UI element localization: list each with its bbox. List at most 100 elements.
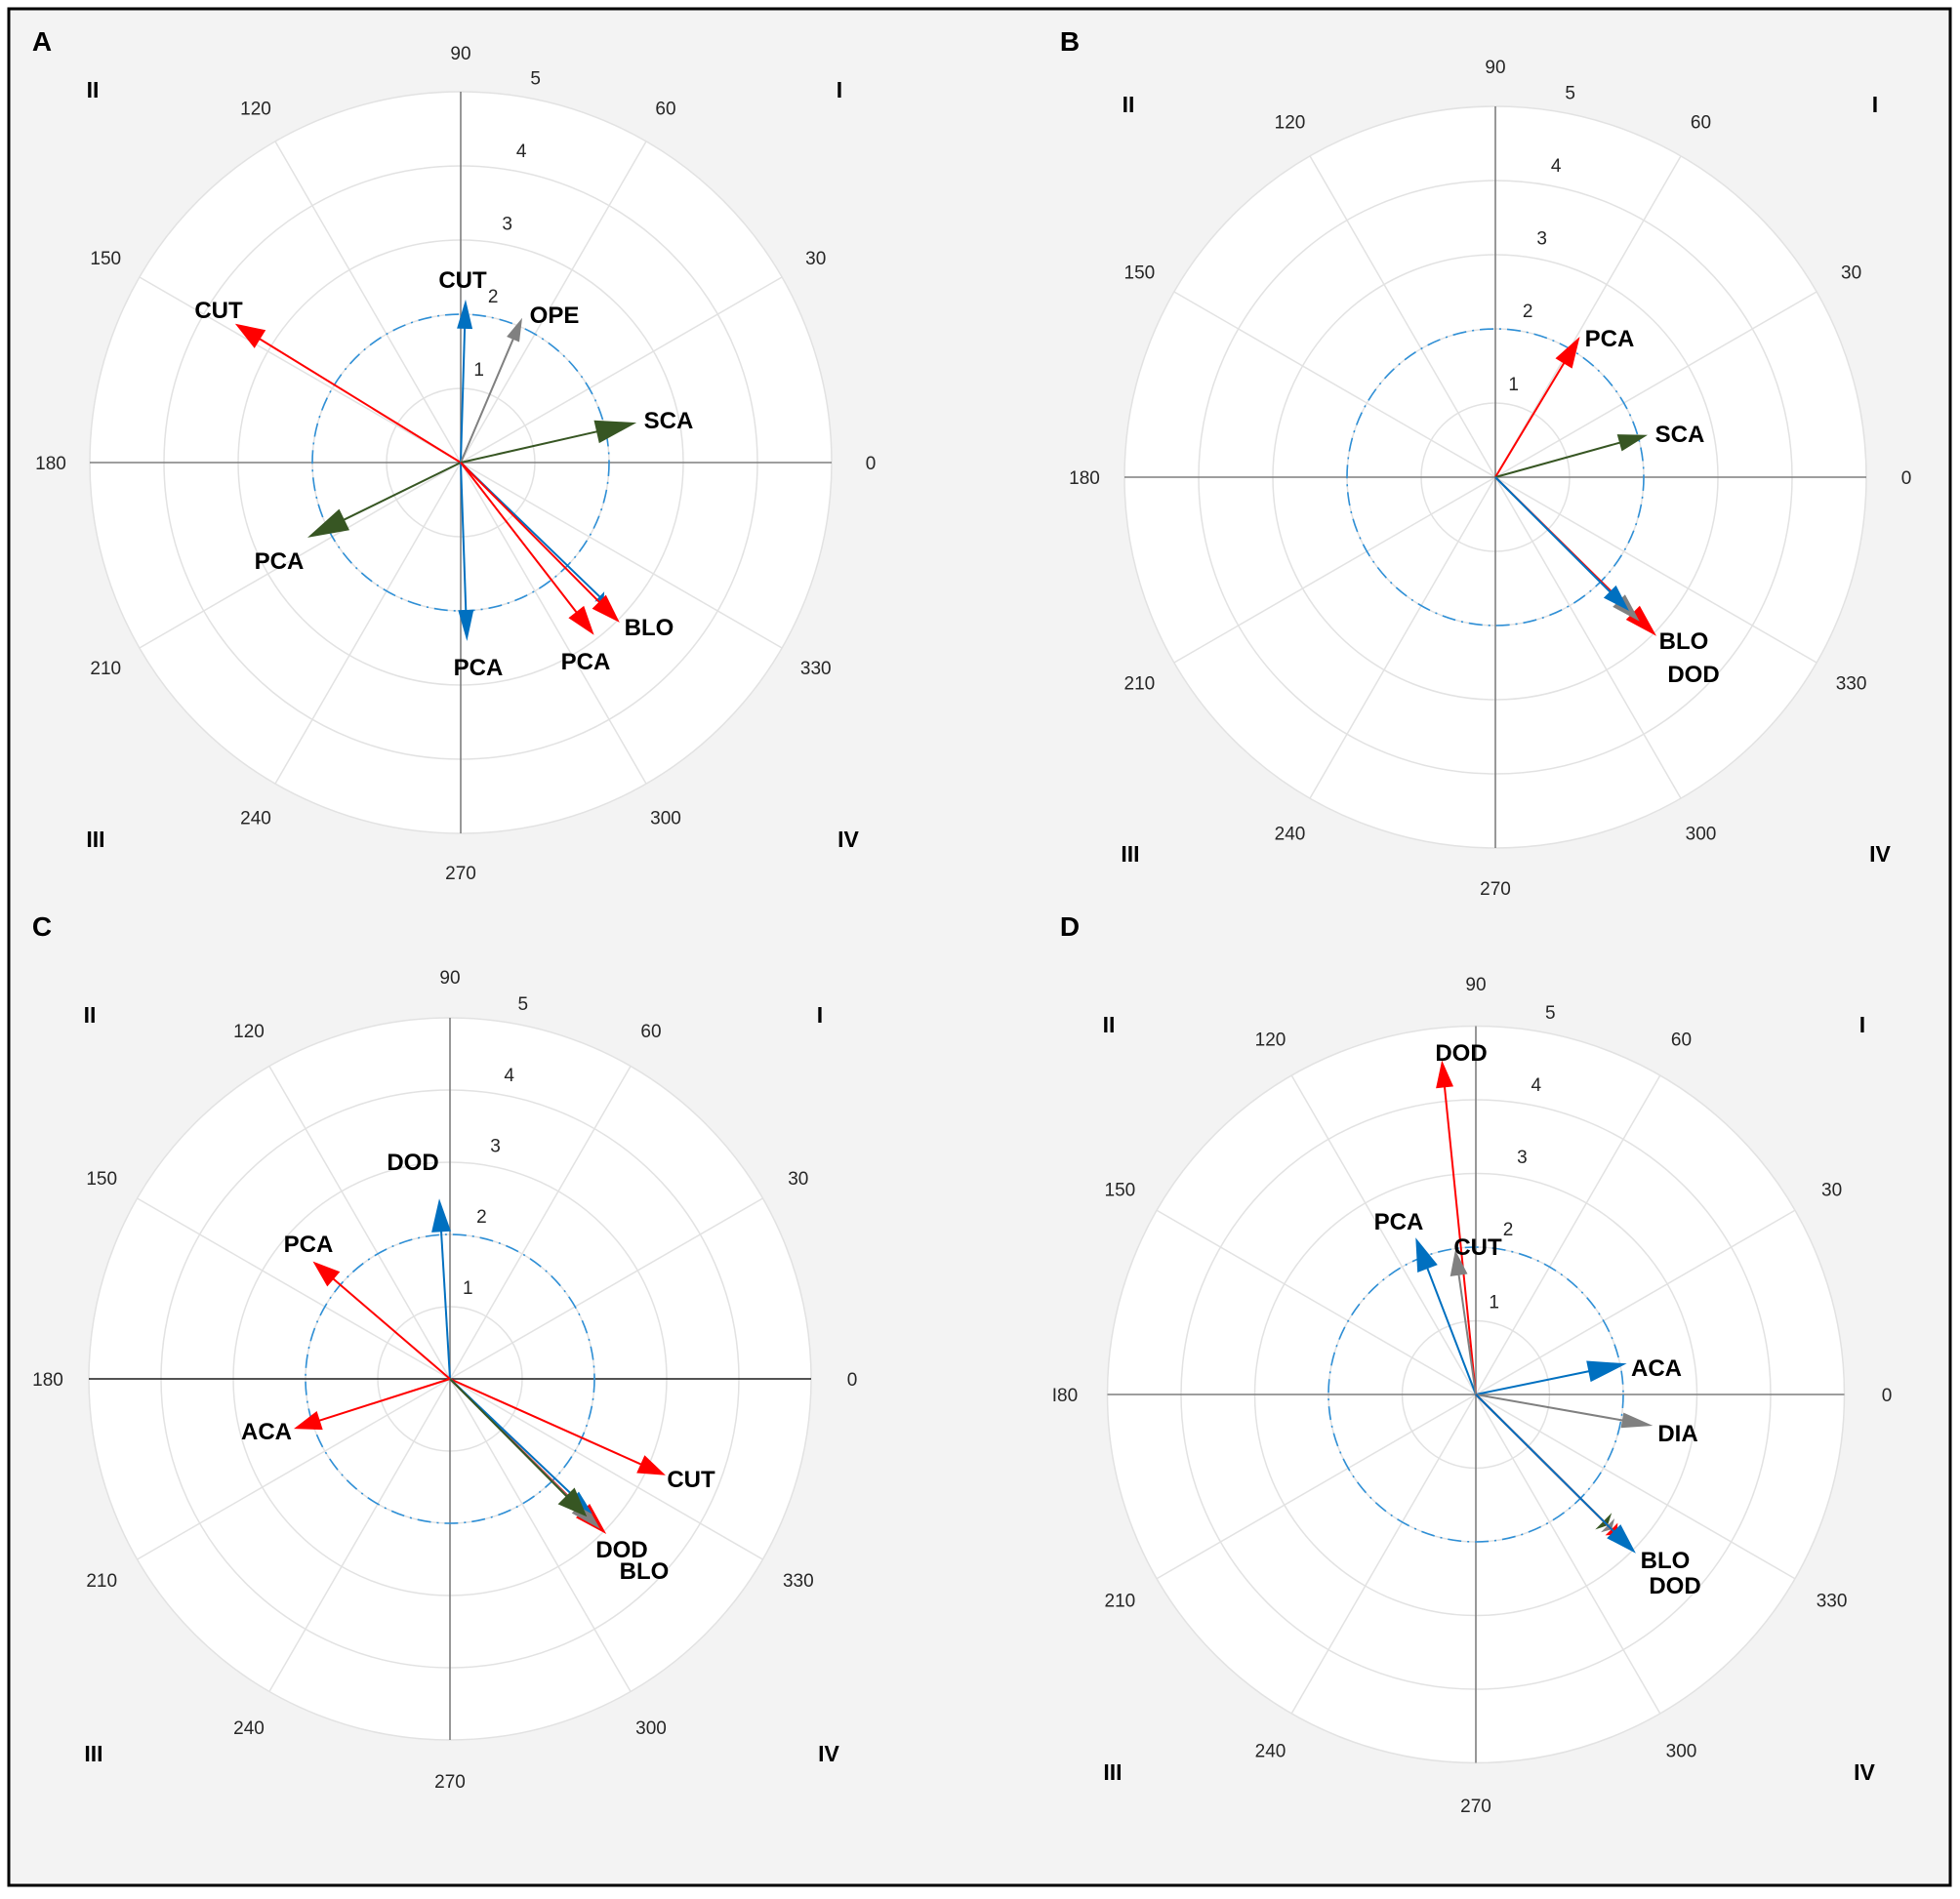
angle-tick-label: 120 — [1275, 112, 1306, 133]
radial-tick-label: 5 — [530, 68, 541, 89]
angle-tick-label: 210 — [90, 659, 121, 679]
angle-tick-label: 60 — [1671, 1030, 1692, 1050]
quadrant-label-i: I — [817, 1002, 823, 1028]
angular-gridline — [1494, 155, 1682, 478]
angle-tick-label: 0 — [1901, 468, 1912, 489]
angle-tick-label: 30 — [788, 1169, 808, 1190]
angular-gridline — [1309, 476, 1496, 799]
vector-label: ACA — [241, 1419, 292, 1445]
arrowhead-icon — [636, 1455, 666, 1475]
angular-gridline — [137, 1197, 451, 1380]
angle-tick-label: 150 — [86, 1169, 117, 1190]
arrowhead-icon — [1616, 434, 1648, 452]
arrowhead-icon — [507, 317, 522, 343]
reference-circle-dashed — [1327, 1246, 1624, 1543]
arrowhead-icon — [1415, 1237, 1438, 1273]
angle-tick-label: 90 — [1485, 58, 1505, 78]
angular-gridline — [139, 462, 462, 649]
quadrant-label-i: I — [1872, 92, 1878, 117]
angular-gridline — [1156, 1209, 1477, 1395]
arrowhead-icon — [294, 1411, 323, 1431]
radial-tick-label: 2 — [488, 287, 499, 307]
angular-gridline — [460, 462, 783, 649]
angle-tick-label: 90 — [450, 44, 470, 64]
angle-tick-label: 60 — [640, 1022, 661, 1042]
angle-tick-label: 180 — [1069, 468, 1100, 489]
vector-label: BLO — [620, 1558, 670, 1585]
vector-label: CUT — [1453, 1234, 1502, 1261]
panel-label: B — [1060, 26, 1080, 57]
angle-tick-label: 30 — [1821, 1181, 1842, 1201]
radial-tick-label: 3 — [1536, 229, 1547, 250]
radial-tick-label: 5 — [1565, 83, 1575, 103]
reference-circle-dashed — [305, 1233, 595, 1524]
arrowhead-icon — [592, 594, 620, 623]
vector-label: DOD — [1649, 1573, 1700, 1599]
vector-dod-blue — [431, 1198, 451, 1380]
radial-tick-label: 4 — [504, 1066, 514, 1086]
arrowhead-icon — [557, 1487, 588, 1517]
angle-tick-label: 210 — [86, 1571, 117, 1592]
radial-tick-label: 1 — [463, 1278, 473, 1299]
radial-tick-label: 4 — [1531, 1075, 1542, 1096]
vector-shaft — [1425, 1266, 1477, 1395]
arrowhead-icon — [1586, 1360, 1627, 1383]
angular-gridline — [137, 1378, 451, 1560]
angle-tick-label: 120 — [240, 99, 271, 119]
vector-shaft — [331, 1276, 451, 1380]
angle-tick-label: I80 — [1052, 1386, 1078, 1406]
vector-shaft — [460, 462, 468, 613]
vector-blo-red — [460, 462, 620, 623]
angular-gridline — [1290, 1394, 1477, 1715]
vector-shaft — [1494, 441, 1622, 478]
arrowhead-icon — [1436, 1060, 1453, 1089]
vector-label: BLO — [625, 615, 674, 641]
vector-label: PCA — [454, 655, 504, 681]
angle-tick-label: 0 — [847, 1370, 858, 1391]
vector-shaft — [460, 326, 467, 464]
angle-tick-label: 30 — [1841, 263, 1861, 284]
vector-shaft — [342, 462, 462, 522]
arrowhead-icon — [1450, 1250, 1468, 1276]
angle-tick-label: 210 — [1124, 674, 1156, 695]
angle-tick-label: 150 — [1105, 1181, 1136, 1201]
vector-label: SCA — [1655, 422, 1705, 448]
vector-dod-red — [1436, 1060, 1477, 1395]
vector-blo-blue — [1475, 1394, 1636, 1554]
angle-tick-label: 90 — [1465, 975, 1486, 995]
quadrant-label-iv: IV — [818, 1741, 839, 1766]
vector-shaft — [439, 1230, 451, 1380]
angle-tick-label: 60 — [655, 99, 675, 119]
arrowhead-icon — [458, 609, 474, 641]
vector-cut-gray — [1450, 1250, 1477, 1395]
vector-shaft — [1443, 1085, 1477, 1395]
angular-gridline — [1156, 1394, 1477, 1580]
angle-tick-label: 240 — [1255, 1742, 1286, 1762]
vector-label: PCA — [561, 649, 611, 675]
angular-gridline — [1475, 1394, 1796, 1580]
vector-label: DOD — [595, 1537, 647, 1563]
arrowhead-icon — [457, 299, 473, 330]
quadrant-label-ii: II — [1103, 1012, 1116, 1037]
quadrant-label-iii: III — [86, 827, 104, 852]
angle-tick-label: 0 — [1882, 1386, 1893, 1406]
angular-gridline — [1173, 476, 1496, 664]
vector-cut-red — [449, 1378, 666, 1475]
angle-tick-label: 300 — [635, 1718, 667, 1739]
vector-pca-blue — [458, 462, 474, 641]
vector-label: CUT — [194, 298, 243, 324]
radial-tick-label: 1 — [473, 360, 484, 381]
arrowhead-icon — [312, 1261, 341, 1287]
radial-tick-label: 5 — [518, 994, 529, 1015]
angle-tick-label: 330 — [1817, 1592, 1848, 1612]
angle-tick-label: 300 — [1686, 825, 1717, 845]
angular-gridline — [449, 1378, 763, 1560]
angular-gridline — [449, 1066, 632, 1380]
radial-tick-label: 1 — [1489, 1292, 1499, 1313]
vector-pca-red — [312, 1261, 451, 1380]
